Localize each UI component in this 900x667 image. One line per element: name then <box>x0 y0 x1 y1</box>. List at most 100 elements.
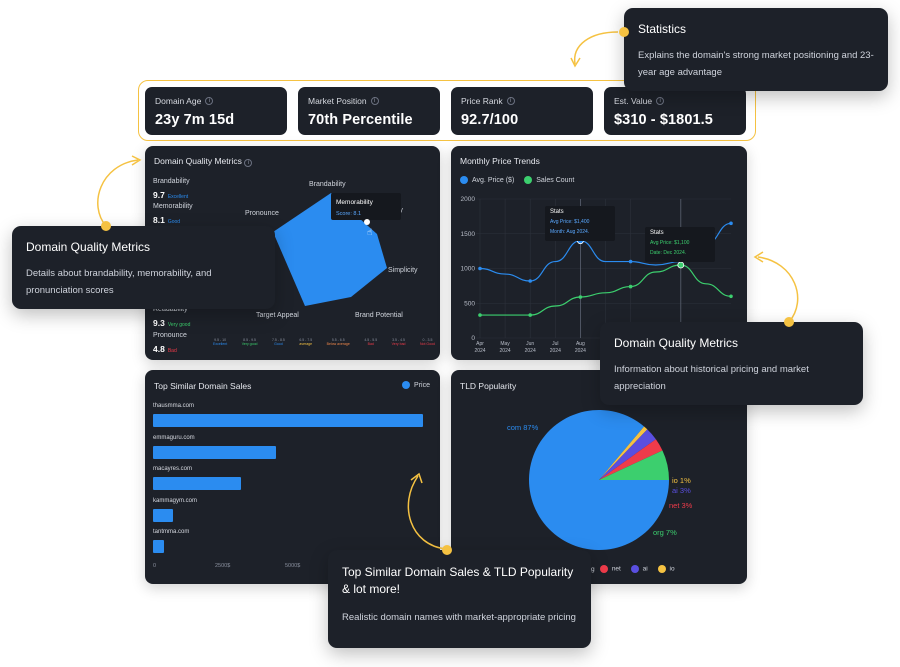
chart-tooltip-dec: Stats Avg Price: $1,100 Date: Dec 2024. <box>645 227 715 262</box>
bar-label: tantmma.com <box>153 529 190 535</box>
data-point[interactable] <box>528 279 532 283</box>
metric-tag: Excellent <box>167 194 189 200</box>
scale-item: 9.5 - 10 Excellent <box>213 338 228 346</box>
metric-label: Brandability <box>153 178 190 185</box>
data-point[interactable] <box>628 284 633 289</box>
connector-line <box>407 475 447 550</box>
info-icon[interactable]: i <box>205 97 214 105</box>
pie-label: com 87% <box>507 423 539 432</box>
connector-line <box>757 256 799 323</box>
metric-value: 4.8 <box>153 344 165 354</box>
stat-card-domain-age: Domain Age i 23y 7m 15d <box>145 87 287 135</box>
radar-axis-label: Pronounce <box>245 210 279 217</box>
callout-title: Domain Quality Metrics <box>26 240 151 254</box>
tld-popularity-panel: TLD Popularity com 87% org 7% net 3% ai 3% i… <box>451 370 747 584</box>
stat-label: Market Position <box>308 96 367 106</box>
info-icon[interactable]: i <box>244 159 253 167</box>
y-tick-label: 500 <box>464 300 475 307</box>
stats-highlight-outline <box>138 80 756 141</box>
metric-tag: Very good <box>167 322 191 328</box>
scale-item: 5.5 - 6.5 Below average <box>326 338 350 346</box>
highlight-point[interactable] <box>677 261 685 269</box>
bar-label: kammagym.com <box>153 497 198 504</box>
radar-axis-label: Brand Potential <box>355 312 403 319</box>
data-point[interactable] <box>528 313 532 317</box>
pie-slice-org[interactable] <box>599 450 669 480</box>
data-point[interactable] <box>729 294 733 299</box>
stat-card-price-rank: Price Rank i 92.7/100 <box>451 87 593 135</box>
legend-swatch <box>657 565 666 573</box>
metric-value: 9.3 <box>153 318 165 328</box>
x-tick-label: Apr <box>476 341 484 347</box>
sales-legend: Price <box>402 381 430 389</box>
x-tick-label: May <box>500 341 510 347</box>
pie-label: org 7% <box>653 528 677 537</box>
metric-value: 9.7 <box>153 190 165 200</box>
legend-swatch <box>402 381 411 389</box>
pointer-hand-icon: ☝ <box>367 227 372 237</box>
callout-dot <box>784 317 794 327</box>
callout-dot <box>101 221 111 231</box>
scale-item: 3.5 - 4.5 Very bad <box>391 338 406 346</box>
arrow-icon <box>410 472 423 484</box>
bar-label: emmaguru.com <box>153 434 195 441</box>
radar-tooltip-score: Score: 8.1 <box>336 211 361 217</box>
sales-bar[interactable] <box>153 540 165 553</box>
scale-item: 6.5 - 7.5 average <box>299 338 313 346</box>
callout-pricing: Domain Quality Metrics Information about… <box>600 322 863 405</box>
pie-slice-io[interactable] <box>599 426 648 480</box>
info-icon[interactable]: i <box>370 97 379 105</box>
pie-slice-ai[interactable] <box>599 429 656 480</box>
sales-bar[interactable] <box>153 508 174 522</box>
stat-value: 92.7/100 <box>461 112 519 128</box>
metric-tag: Bad <box>167 348 177 354</box>
callout-dot <box>619 27 629 37</box>
data-point[interactable] <box>628 259 633 264</box>
x-tick-label: Jun <box>526 341 534 347</box>
pie-label: ai 3% <box>672 486 691 495</box>
pie-label: net 3% <box>669 501 693 510</box>
sales-bar[interactable] <box>153 477 241 490</box>
sales-bar[interactable] <box>153 445 277 459</box>
metric-memorability: Memorability 8.1 Good <box>153 203 193 228</box>
data-point[interactable] <box>578 295 583 299</box>
panel-title: Monthly Price Trends <box>460 156 540 166</box>
pie-slice-net[interactable] <box>599 439 663 480</box>
stat-card-est-value: Est. Value i $310 - $1801.5 <box>604 87 746 135</box>
axis-tick: 5000$ <box>285 563 301 569</box>
metric-label: Memorability <box>153 203 193 210</box>
axis-tick: 2500$ <box>215 563 231 569</box>
radar-point[interactable] <box>364 219 370 225</box>
sales-bar[interactable] <box>153 414 423 427</box>
stat-card-market-position: Market Position i 70th Percentile <box>298 87 440 135</box>
metric-tag: Good <box>167 219 181 225</box>
radar-tooltip <box>331 193 401 220</box>
info-icon[interactable]: i <box>656 97 665 105</box>
legend-swatch <box>599 565 608 573</box>
panel-title: Domain Quality Metrics i <box>154 156 253 167</box>
bar-label: thausmma.com <box>153 403 195 409</box>
radar-tooltip-title: Memorability <box>336 199 374 206</box>
data-point[interactable] <box>478 266 482 271</box>
info-icon[interactable]: i <box>506 97 515 105</box>
legend-label: Sales Count <box>536 176 575 184</box>
y-tick-label: 1000 <box>461 266 476 273</box>
data-point[interactable] <box>478 313 482 317</box>
callout-dot <box>442 545 452 555</box>
callout-body: Realistic domain names with market-appro… <box>342 612 576 623</box>
radar-chart: Brandability Simplicity Brand Potential … <box>245 181 418 319</box>
connector-line <box>574 31 619 65</box>
axis-tick: 0 <box>153 563 157 569</box>
data-point[interactable] <box>729 221 733 226</box>
price-trends-panel: Monthly Price Trends Avg. Price ($) Sale… <box>451 146 747 360</box>
bar-label: macayres.com <box>153 466 193 472</box>
metric-pronounce: Pronounce 4.8 Bad <box>153 332 187 357</box>
tld-legend: g net ai io <box>591 565 675 573</box>
stat-label: Est. Value <box>614 96 653 106</box>
scale-item: 4.5 - 5.5 Bad <box>364 338 378 346</box>
x-tick-year: 2024 <box>474 348 485 354</box>
legend-label: Avg. Price ($) <box>472 176 515 184</box>
callout-sales: Top Similar Domain Sales & TLD Popularit… <box>328 550 591 648</box>
